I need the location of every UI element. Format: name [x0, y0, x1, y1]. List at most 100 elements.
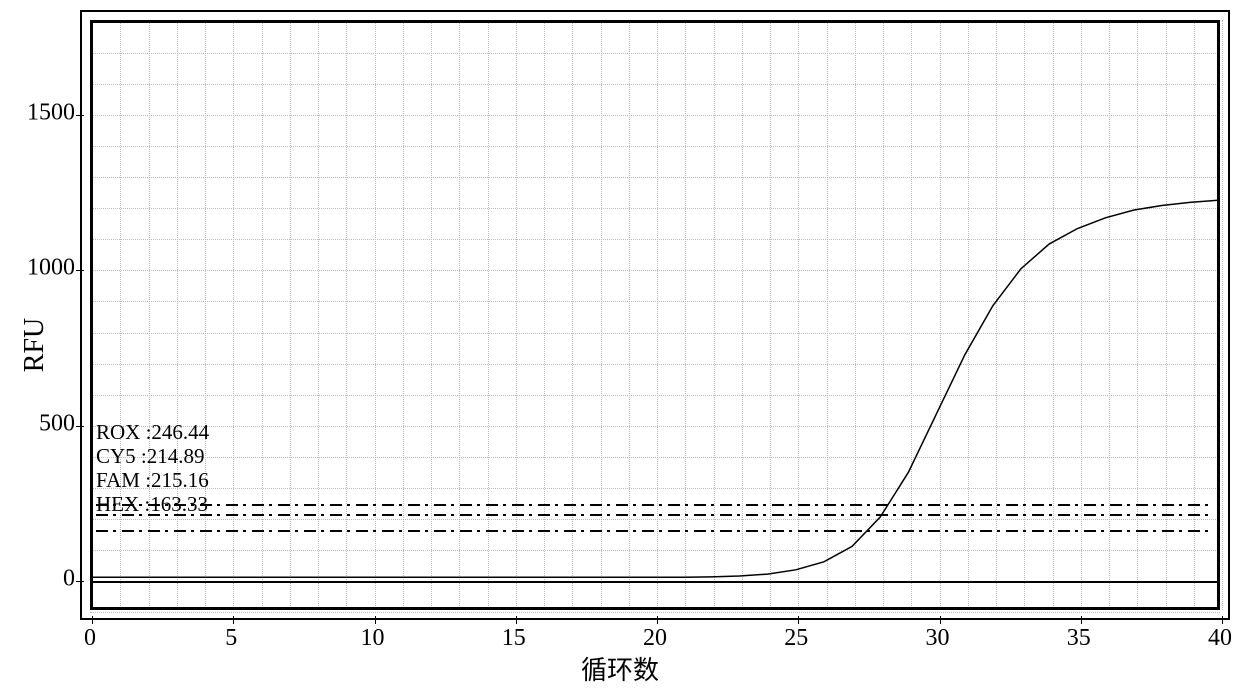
tick-mark-y [76, 115, 84, 116]
grid-line-v [827, 20, 828, 610]
grid-line-v [233, 20, 234, 610]
grid-line-v [403, 20, 404, 610]
y-tick-label: 1000 [27, 255, 75, 282]
legend-row-fam: FAM :215.16 [96, 468, 209, 492]
y-axis-label: RFU [19, 317, 51, 371]
grid-line-v [1194, 20, 1195, 610]
plot-inner-border [90, 20, 1220, 610]
grid-line-v [798, 20, 799, 610]
grid-line-v [601, 20, 602, 610]
grid-line-v [205, 20, 206, 610]
grid-line-h [90, 177, 1220, 178]
x-tick-label: 25 [784, 625, 808, 652]
grid-line-h [90, 270, 1220, 271]
grid-line-v [544, 20, 545, 610]
legend-row-rox: ROX :246.44 [96, 420, 209, 444]
tick-mark-y [76, 426, 84, 427]
x-tick-label: 20 [643, 625, 667, 652]
tick-mark-x [1222, 616, 1223, 624]
grid-line-h [90, 457, 1220, 458]
grid-line-v [714, 20, 715, 610]
grid-line-v [1053, 20, 1054, 610]
zero-line [92, 581, 1218, 583]
y-tick-label: 0 [63, 565, 75, 592]
grid-line-v [92, 20, 93, 610]
grid-line-v [855, 20, 856, 610]
tick-mark-x [233, 616, 234, 624]
grid-line-h [90, 115, 1220, 116]
grid-line-h [90, 426, 1220, 427]
grid-line-v [770, 20, 771, 610]
x-tick-label: 15 [502, 625, 526, 652]
grid-line-v [996, 20, 997, 610]
grid-line-v [1137, 20, 1138, 610]
grid-line-v [1024, 20, 1025, 610]
grid-line-v [1166, 20, 1167, 610]
x-axis-label: 循环数 [581, 650, 659, 687]
grid-line-v [911, 20, 912, 610]
grid-line-v [572, 20, 573, 610]
grid-line-v [318, 20, 319, 610]
grid-line-h [90, 612, 1220, 613]
pcr-amplification-chart: RFU 循环数 ROX :246.44CY5 :214.89FAM :215.1… [0, 0, 1240, 689]
x-tick-label: 35 [1067, 625, 1091, 652]
grid-line-v [1081, 20, 1082, 610]
tick-mark-x [798, 616, 799, 624]
threshold-line-rox [96, 504, 1214, 506]
grid-line-v [657, 20, 658, 610]
grid-line-h [90, 146, 1220, 147]
threshold-legend: ROX :246.44CY5 :214.89FAM :215.16HEX :16… [96, 420, 209, 517]
plot-area [80, 10, 1230, 620]
tick-mark-x [940, 616, 941, 624]
tick-mark-y [76, 581, 84, 582]
x-tick-label: 40 [1208, 625, 1232, 652]
grid-line-h [90, 488, 1220, 489]
tick-mark-x [92, 616, 93, 624]
y-tick-label: 1500 [27, 100, 75, 127]
grid-line-v [742, 20, 743, 610]
grid-line-v [431, 20, 432, 610]
threshold-line-hex [96, 530, 1214, 532]
tick-mark-x [1081, 616, 1082, 624]
grid-line-v [629, 20, 630, 610]
x-tick-label: 30 [926, 625, 950, 652]
grid-line-v [149, 20, 150, 610]
grid-line-v [968, 20, 969, 610]
grid-line-h [90, 22, 1220, 23]
grid-line-h [90, 395, 1220, 396]
x-tick-label: 10 [361, 625, 385, 652]
curve-svg [82, 12, 1228, 618]
y-tick-label: 500 [39, 410, 75, 437]
tick-mark-y [76, 270, 84, 271]
grid-line-v [1222, 20, 1223, 610]
grid-line-v [459, 20, 460, 610]
grid-line-v [346, 20, 347, 610]
grid-line-h [90, 84, 1220, 85]
grid-line-v [120, 20, 121, 610]
tick-mark-x [375, 616, 376, 624]
x-tick-label: 5 [225, 625, 237, 652]
grid-line-v [1109, 20, 1110, 610]
grid-line-v [685, 20, 686, 610]
grid-line-v [375, 20, 376, 610]
grid-line-v [262, 20, 263, 610]
grid-line-h [90, 550, 1220, 551]
grid-line-v [488, 20, 489, 610]
x-tick-label: 0 [84, 625, 96, 652]
grid-line-h [90, 333, 1220, 334]
legend-row-hex: HEX :163.33 [96, 492, 209, 516]
grid-line-h [90, 208, 1220, 209]
grid-line-v [940, 20, 941, 610]
grid-line-v [177, 20, 178, 610]
grid-line-h [90, 239, 1220, 240]
grid-line-h [90, 301, 1220, 302]
grid-line-v [516, 20, 517, 610]
tick-mark-x [657, 616, 658, 624]
legend-row-cy5: CY5 :214.89 [96, 444, 209, 468]
grid-line-v [883, 20, 884, 610]
tick-mark-x [516, 616, 517, 624]
grid-line-h [90, 53, 1220, 54]
grid-line-h [90, 519, 1220, 520]
grid-line-v [290, 20, 291, 610]
threshold-line-fam [96, 514, 1214, 516]
